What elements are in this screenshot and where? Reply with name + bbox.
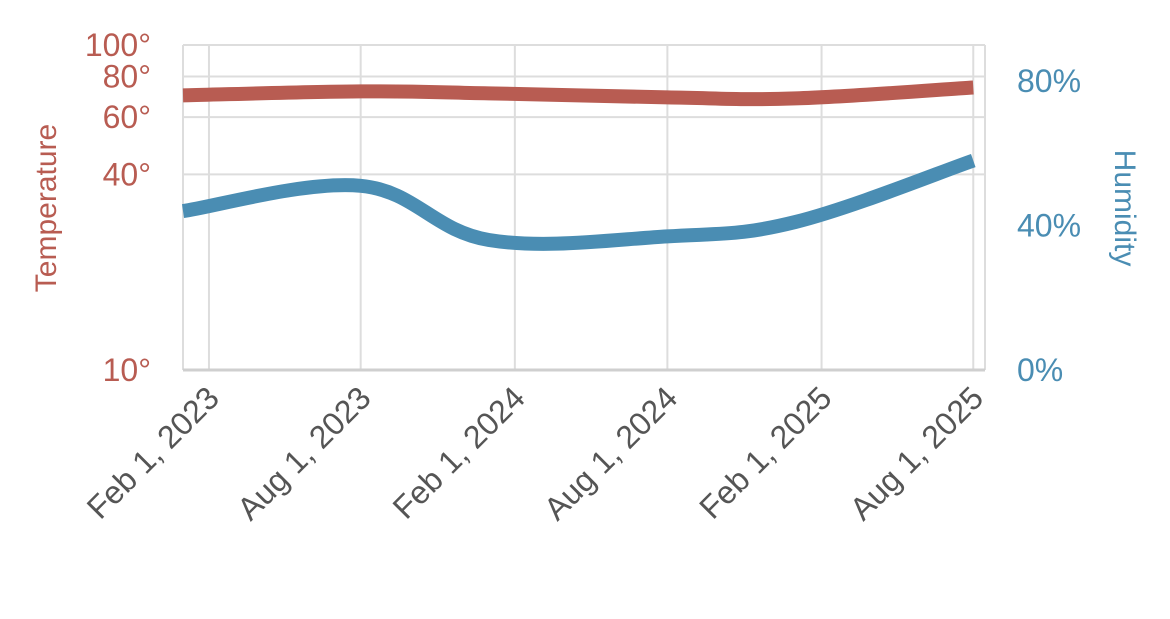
right-tick-label: 40% — [1017, 208, 1081, 244]
left-axis-title: Temperature — [30, 124, 63, 292]
left-tick-label: 100° — [85, 27, 151, 63]
series-layer — [181, 80, 976, 251]
right-tick-label: 80% — [1017, 63, 1081, 99]
x-tick-label: Feb 1, 2025 — [692, 379, 838, 525]
right-axis-title: Humidity — [1108, 150, 1141, 267]
right-tick-label: 0% — [1017, 352, 1063, 388]
left-tick-label: 40° — [103, 156, 151, 192]
left-tick-label: 80° — [103, 58, 151, 94]
left-tick-label: 60° — [103, 99, 151, 135]
series-line-humidity — [181, 153, 976, 251]
left-tick-label: 10° — [103, 352, 151, 388]
x-axis-ticks: Feb 1, 2023 Aug 1, 2023 Feb 1, 2024 Aug 1, … — [80, 379, 991, 526]
x-tick-label: Feb 1, 2024 — [386, 379, 532, 525]
left-axis-ticks: 10° 40° 60° 80°100° — [85, 27, 151, 388]
x-tick-label: Aug 1, 2025 — [843, 379, 990, 526]
x-tick-label: Aug 1, 2023 — [230, 379, 377, 526]
x-tick-label: Aug 1, 2024 — [537, 379, 684, 526]
x-tick-label: Feb 1, 2023 — [80, 379, 226, 525]
series-line-temperature — [182, 80, 974, 107]
right-axis-ticks: 0% 40% 80% — [1017, 63, 1081, 388]
